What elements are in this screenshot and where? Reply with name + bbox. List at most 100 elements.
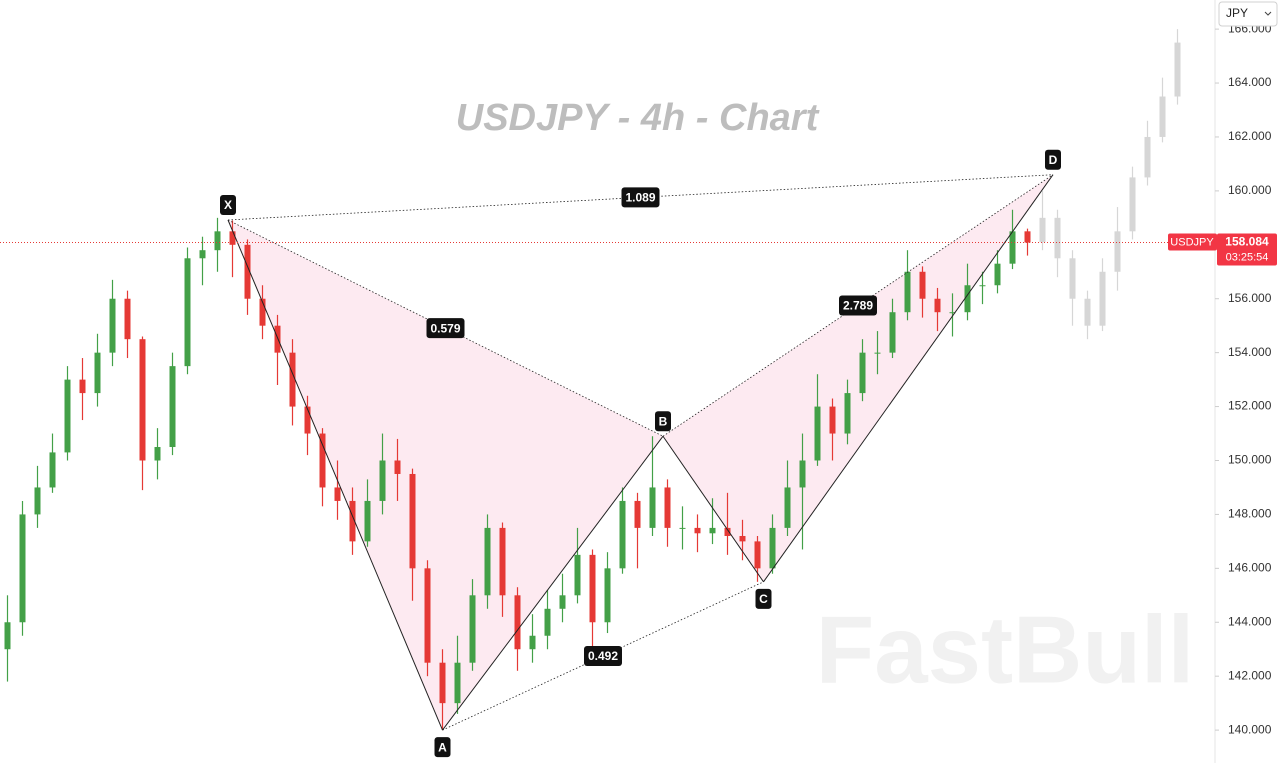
candle-body: [784, 487, 791, 528]
ratio-label: 0.579: [430, 321, 460, 335]
candle-body: [1114, 231, 1121, 272]
ratio-badge: [426, 318, 465, 339]
candle-body: [334, 487, 341, 501]
candle-body: [274, 325, 281, 353]
candle-body: [484, 527, 491, 596]
candle-body: [544, 608, 551, 636]
pattern-leg: [763, 174, 1054, 583]
y-tick-label: 160.000: [1228, 183, 1272, 197]
candle-body: [904, 271, 911, 313]
candle-body: [889, 312, 896, 353]
currency-dropdown[interactable]: JPY: [1218, 1, 1278, 27]
ratio-label: 0.492: [588, 649, 618, 663]
candle-body: [394, 460, 401, 474]
candle-body: [919, 271, 926, 299]
point-badge: [434, 737, 451, 758]
price-badge: [1217, 233, 1277, 266]
candle-body: [199, 250, 206, 259]
candle-body: [694, 527, 701, 534]
candle-body: [934, 298, 941, 313]
ratio-badge: [584, 645, 622, 666]
point-badge: [1045, 149, 1061, 170]
candle-body: [1054, 217, 1061, 259]
y-tick-label: 142.000: [1228, 668, 1272, 682]
candle-body: [709, 527, 716, 534]
candle-body: [859, 352, 866, 394]
candle-body: [124, 298, 131, 340]
candle-body: [679, 527, 686, 529]
candle-body: [634, 500, 641, 528]
candle-body: [799, 460, 806, 488]
candle-body: [139, 339, 146, 461]
candle-body: [619, 500, 626, 569]
candle-body: [154, 447, 161, 461]
candle-body: [109, 298, 116, 353]
symbol-label: USDJPY: [1170, 236, 1214, 248]
ratio-label: 2.789: [843, 299, 873, 313]
candle-body: [229, 231, 236, 245]
candle-body: [979, 285, 986, 287]
y-tick-label: 164.000: [1228, 75, 1272, 89]
candle-body: [514, 595, 521, 650]
candle-body: [949, 312, 956, 314]
candle-body: [19, 514, 26, 623]
candle-body: [379, 460, 386, 501]
candle-body: [769, 527, 776, 569]
candle-body: [559, 595, 566, 609]
candle-body: [1069, 258, 1076, 299]
candle-body: [94, 352, 101, 394]
pattern-fill: [663, 174, 1053, 582]
candle-body: [574, 554, 581, 596]
y-tick-label: 154.000: [1228, 345, 1272, 359]
candle-body: [64, 379, 71, 453]
candle-body: [829, 406, 836, 434]
point-label: D: [1049, 153, 1058, 167]
dropdown-chevron: [1264, 11, 1272, 16]
candle-body: [439, 662, 446, 704]
candle-body: [664, 487, 671, 528]
chart-title: USDJPY - 4h - Chart: [456, 97, 820, 139]
candle-body: [79, 379, 86, 394]
candle-body: [499, 527, 506, 596]
ratio-badge: [839, 295, 877, 316]
candle-body: [169, 366, 176, 448]
candle-body: [589, 554, 596, 623]
price-label: 158.084: [1225, 235, 1269, 249]
y-tick-label: 152.000: [1228, 399, 1272, 413]
ratio-label: 1.089: [625, 191, 655, 205]
y-tick-label: 140.000: [1228, 722, 1272, 736]
y-tick-label: 144.000: [1228, 614, 1272, 628]
candle-body: [214, 231, 221, 251]
candle-body: [409, 473, 416, 569]
dropdown-label[interactable]: JPY: [1226, 6, 1248, 20]
point-label: B: [659, 414, 668, 428]
pattern-leg: [662, 435, 764, 583]
candle-body: [1039, 217, 1046, 243]
pattern-leg: [227, 219, 443, 731]
candle-body: [304, 406, 311, 434]
candle-body: [1084, 298, 1091, 326]
watermark: FastBull: [816, 596, 1195, 703]
countdown: 03:25:54: [1226, 251, 1269, 263]
dropdown-box[interactable]: [1218, 1, 1278, 27]
candle-body: [1159, 96, 1166, 137]
candle-body: [604, 568, 611, 623]
candle-body: [424, 568, 431, 663]
candle-body: [289, 352, 296, 407]
candle-body: [739, 535, 746, 542]
y-tick-label: 148.000: [1228, 507, 1272, 521]
y-tick-label: 156.000: [1228, 291, 1272, 305]
candle-body: [1129, 177, 1136, 232]
y-tick-label: 162.000: [1228, 129, 1272, 143]
candle-body: [1174, 42, 1181, 97]
candle-body: [1009, 231, 1016, 264]
candle-body: [649, 487, 656, 528]
candle-body: [349, 500, 356, 542]
candle-body: [319, 433, 326, 488]
candle-body: [244, 244, 251, 299]
y-tick-label: 146.000: [1228, 561, 1272, 575]
candle-body: [454, 662, 461, 704]
point-badge: [755, 588, 772, 609]
